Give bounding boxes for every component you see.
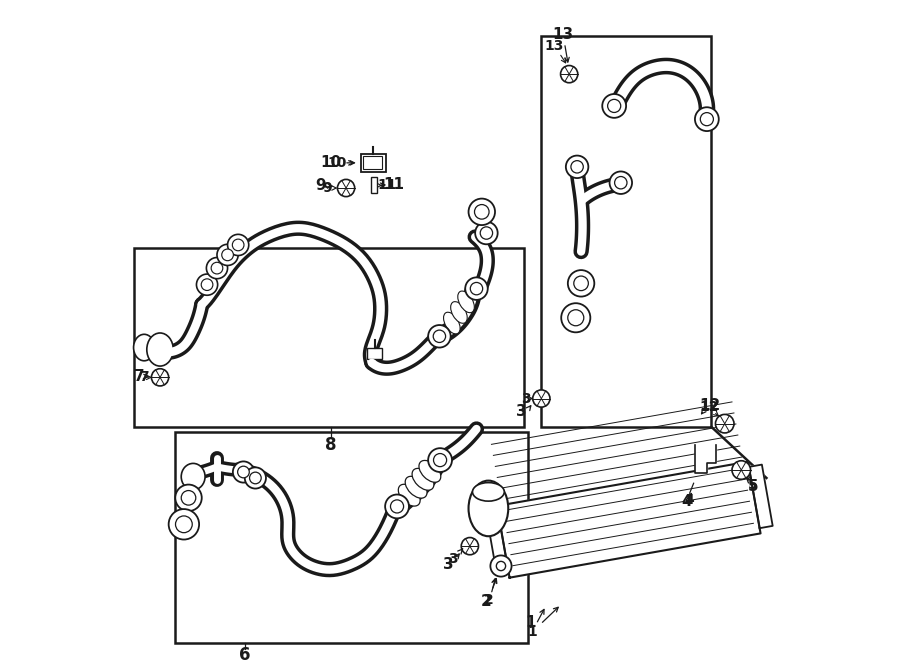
- Bar: [361, 154, 386, 172]
- Ellipse shape: [496, 561, 506, 571]
- Text: 13: 13: [544, 39, 564, 54]
- Text: 7: 7: [133, 369, 144, 383]
- Text: 3: 3: [448, 549, 463, 567]
- Ellipse shape: [695, 107, 719, 131]
- Ellipse shape: [385, 495, 409, 518]
- Ellipse shape: [428, 448, 452, 472]
- Ellipse shape: [433, 330, 446, 342]
- Text: 12: 12: [699, 398, 720, 412]
- Ellipse shape: [232, 239, 244, 251]
- Ellipse shape: [181, 463, 205, 490]
- Bar: [363, 156, 382, 169]
- Text: 7: 7: [140, 370, 149, 385]
- Ellipse shape: [481, 227, 492, 239]
- Bar: [371, 177, 377, 193]
- Text: 2: 2: [481, 594, 491, 608]
- Ellipse shape: [228, 234, 248, 256]
- Ellipse shape: [462, 538, 479, 555]
- Ellipse shape: [472, 483, 504, 501]
- Ellipse shape: [233, 461, 254, 483]
- Ellipse shape: [238, 466, 249, 478]
- Ellipse shape: [465, 277, 488, 300]
- Bar: [367, 348, 382, 359]
- Polygon shape: [486, 511, 508, 575]
- Ellipse shape: [700, 113, 714, 126]
- Bar: [542, 36, 712, 427]
- Text: 4: 4: [681, 495, 692, 509]
- Text: 8: 8: [325, 436, 337, 454]
- Ellipse shape: [608, 99, 621, 113]
- Ellipse shape: [609, 171, 632, 194]
- Text: 2: 2: [483, 579, 497, 608]
- Ellipse shape: [533, 390, 550, 407]
- Text: 10: 10: [320, 156, 341, 170]
- Ellipse shape: [168, 509, 199, 540]
- Ellipse shape: [451, 302, 467, 323]
- Polygon shape: [749, 465, 773, 528]
- Ellipse shape: [444, 312, 460, 334]
- Ellipse shape: [566, 156, 589, 178]
- Ellipse shape: [434, 453, 446, 467]
- Ellipse shape: [206, 258, 228, 279]
- Text: 3: 3: [521, 391, 530, 406]
- Ellipse shape: [716, 414, 734, 433]
- Ellipse shape: [217, 244, 239, 265]
- Ellipse shape: [202, 279, 213, 291]
- Ellipse shape: [562, 303, 590, 332]
- Ellipse shape: [221, 249, 233, 261]
- Ellipse shape: [249, 472, 261, 484]
- Ellipse shape: [561, 66, 578, 83]
- Ellipse shape: [412, 469, 434, 490]
- Text: 13: 13: [552, 27, 573, 42]
- Text: 6: 6: [239, 646, 250, 662]
- Ellipse shape: [399, 485, 420, 506]
- Ellipse shape: [391, 500, 403, 513]
- Text: 3: 3: [444, 557, 454, 571]
- Ellipse shape: [475, 222, 498, 244]
- Ellipse shape: [469, 481, 508, 536]
- Ellipse shape: [181, 491, 196, 505]
- Bar: [133, 248, 524, 427]
- Text: 5: 5: [748, 477, 758, 492]
- Ellipse shape: [568, 310, 584, 326]
- Ellipse shape: [338, 179, 355, 197]
- Text: 9: 9: [316, 178, 326, 193]
- Text: 11: 11: [377, 178, 397, 193]
- Ellipse shape: [474, 205, 489, 219]
- Ellipse shape: [469, 199, 495, 225]
- Ellipse shape: [196, 274, 218, 295]
- Ellipse shape: [428, 325, 451, 348]
- Ellipse shape: [419, 461, 441, 482]
- Text: 1: 1: [526, 615, 536, 630]
- Ellipse shape: [151, 369, 168, 386]
- Ellipse shape: [602, 94, 626, 118]
- Ellipse shape: [571, 161, 583, 173]
- Ellipse shape: [568, 270, 594, 297]
- Ellipse shape: [491, 555, 511, 577]
- Ellipse shape: [405, 477, 427, 498]
- Ellipse shape: [458, 291, 474, 312]
- Text: 4: 4: [685, 493, 695, 507]
- Text: 11: 11: [383, 177, 404, 191]
- Ellipse shape: [147, 333, 174, 366]
- Ellipse shape: [245, 467, 266, 489]
- Text: 5: 5: [748, 479, 759, 494]
- Ellipse shape: [574, 276, 589, 291]
- Ellipse shape: [615, 177, 627, 189]
- Ellipse shape: [176, 485, 202, 511]
- Text: 9: 9: [323, 181, 332, 195]
- Polygon shape: [497, 461, 760, 578]
- Bar: [176, 432, 528, 643]
- Ellipse shape: [732, 461, 751, 479]
- Ellipse shape: [212, 262, 223, 274]
- Text: 3: 3: [517, 404, 526, 419]
- Text: 1: 1: [528, 607, 558, 639]
- Ellipse shape: [176, 516, 193, 533]
- Polygon shape: [695, 445, 716, 473]
- Ellipse shape: [471, 283, 482, 295]
- Ellipse shape: [133, 334, 155, 361]
- Text: 12: 12: [700, 400, 719, 414]
- Text: 10: 10: [328, 156, 347, 170]
